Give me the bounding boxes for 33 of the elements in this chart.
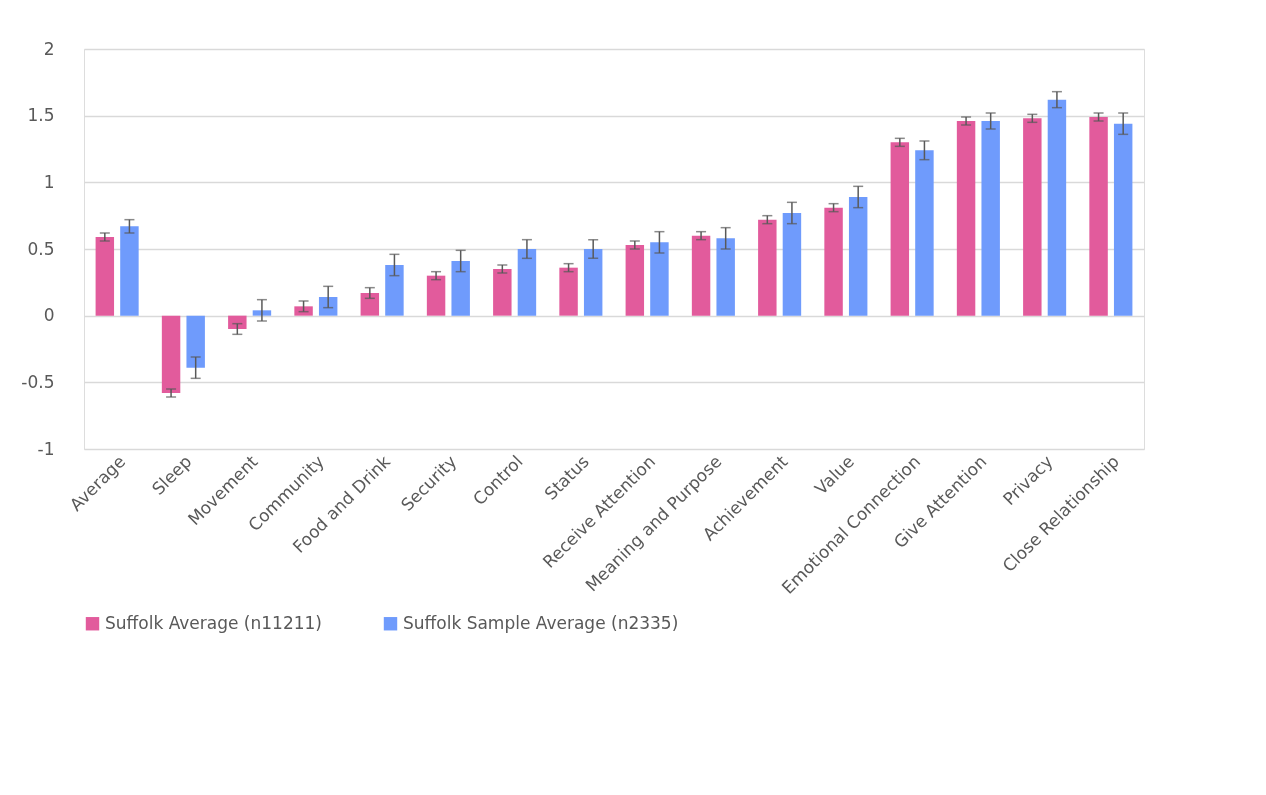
- legend-label: Suffolk Average (n11211): [105, 612, 322, 633]
- bar: [318, 297, 338, 316]
- bar: [650, 242, 669, 316]
- bar: [161, 315, 181, 393]
- y-tick-label: 2: [43, 38, 55, 59]
- bar: [385, 265, 404, 316]
- bar: [186, 315, 205, 368]
- bar: [956, 121, 976, 316]
- bar: [583, 249, 603, 316]
- legend-label: Suffolk Sample Average (n2335): [403, 612, 679, 633]
- bar: [1089, 117, 1108, 316]
- y-tick-label: 1: [43, 171, 55, 192]
- y-tick-label: 0.5: [27, 238, 55, 259]
- bar: [981, 121, 1000, 316]
- bar: [915, 150, 934, 316]
- bar: [451, 261, 470, 316]
- bar: [625, 245, 645, 316]
- y-tick-label: -0.5: [21, 371, 55, 392]
- bar: [782, 213, 802, 316]
- bar: [716, 238, 735, 316]
- bar: [493, 269, 512, 316]
- bar: [1047, 99, 1067, 316]
- bar: [95, 237, 115, 316]
- y-tick-label: -1: [37, 438, 55, 459]
- bar: [120, 226, 139, 316]
- bar: [1113, 123, 1133, 316]
- bar: [294, 306, 313, 316]
- bar: [360, 293, 380, 316]
- bar: [517, 249, 537, 316]
- bar: [848, 197, 868, 316]
- y-tick-label: 0: [43, 305, 55, 326]
- bar: [228, 315, 247, 329]
- y-tick-label: 1.5: [27, 105, 55, 126]
